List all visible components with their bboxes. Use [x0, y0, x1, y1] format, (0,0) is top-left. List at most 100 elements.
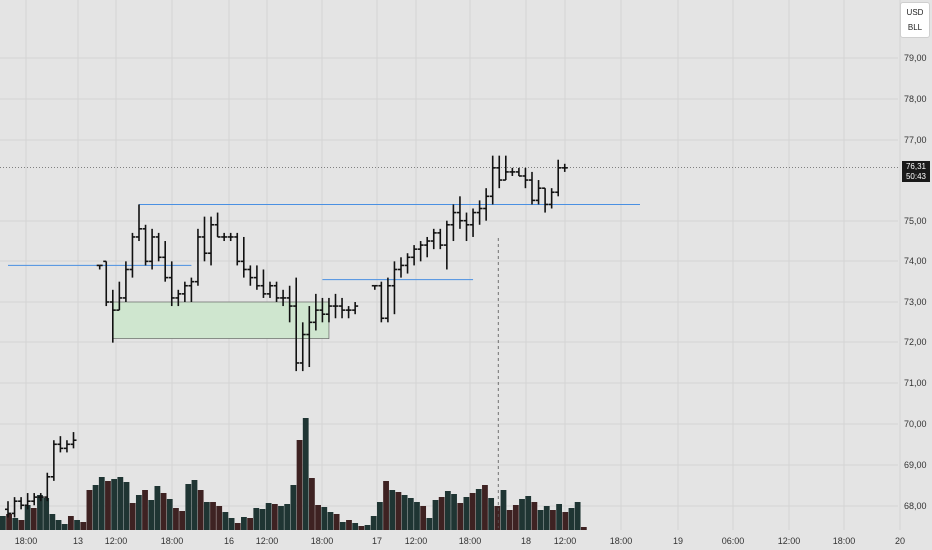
x-axis-tick-label: 16 [224, 536, 234, 546]
ohlc-bar [502, 155, 509, 181]
ohlc-bar [70, 432, 77, 449]
volume-bar [191, 480, 198, 530]
volume-bar [525, 496, 532, 530]
ohlc-bar [352, 302, 359, 315]
volume-bar [475, 489, 482, 530]
volume-bar [407, 498, 414, 530]
ohlc-bar [267, 281, 273, 298]
volume-bar [12, 518, 19, 530]
ohlc-bar [345, 306, 352, 319]
volume-bar [247, 518, 253, 530]
ohlc-bar [5, 501, 11, 518]
ohlc-bar [378, 281, 385, 323]
volume-bar [55, 520, 62, 530]
volume-bar [67, 516, 74, 530]
x-axis-tick-label: 12:00 [405, 536, 428, 546]
ohlc-bar [509, 167, 516, 176]
ohlc-bar [548, 188, 555, 209]
volume-bar [389, 490, 396, 530]
volume-bar [451, 494, 457, 530]
ohlc-bar [31, 493, 38, 506]
volume-bar [173, 508, 179, 530]
x-axis-tick-label: 18:00 [610, 536, 633, 546]
volume-bar [228, 518, 235, 530]
ohlc-bar [456, 196, 463, 229]
volume-bar [197, 490, 204, 530]
volume-bar [556, 504, 562, 530]
ohlc-bar [339, 297, 346, 319]
ohlc-bar [253, 265, 260, 290]
y-axis-tick-label: 78,00 [904, 94, 927, 104]
ohlc-bar [129, 232, 136, 278]
volume-bar [506, 510, 513, 530]
ohlc-bar [325, 297, 332, 323]
ohlc-bar [384, 277, 391, 323]
ohlc-bar [443, 220, 450, 270]
volume-bar [278, 506, 284, 530]
volume-bar [0, 516, 6, 530]
volume-bar [290, 485, 297, 530]
x-axis-tick-label: 20 [895, 536, 905, 546]
ohlc-bar [234, 232, 241, 266]
volume-bar [154, 486, 161, 530]
x-axis-tick-label: 12:00 [256, 536, 279, 546]
volume-bar [512, 505, 519, 530]
volume-bar [210, 502, 216, 530]
ohlc-bar [24, 493, 31, 510]
volume-bar [179, 511, 186, 530]
volume-bar [129, 503, 136, 530]
x-axis-tick-label: 12:00 [554, 536, 577, 546]
volume-bar [86, 490, 93, 530]
ohlc-bar [240, 236, 247, 278]
ohlc-bar [332, 293, 339, 319]
ohlc-bar [542, 187, 549, 213]
ohlc-bar [247, 265, 254, 286]
volume-bar [111, 479, 118, 530]
volume-bar [315, 505, 321, 530]
ohlc-bar [483, 188, 490, 221]
volume-bar [568, 508, 575, 530]
ohlc-bar [96, 264, 103, 270]
volume-bar [37, 495, 43, 530]
volume-bar [414, 502, 420, 530]
volume-bar [537, 510, 544, 530]
volume-bar [500, 490, 507, 530]
currency-label: USD [906, 8, 924, 17]
volume-bar [135, 495, 142, 530]
volume-bar [234, 523, 241, 530]
ohlc-bar [561, 163, 568, 172]
ohlc-bar [168, 261, 175, 307]
ohlc-bar [175, 289, 182, 307]
ohlc-bar [208, 216, 215, 266]
x-axis-tick-label: 12:00 [778, 536, 801, 546]
volume-bar [98, 477, 105, 530]
ohlc-bar [50, 440, 57, 481]
ohlc-bar [437, 228, 444, 250]
volume-bar [339, 522, 346, 530]
volume-bar [30, 508, 37, 530]
volume-bar [222, 512, 229, 530]
volume-bar [265, 503, 272, 530]
volume-bar [346, 520, 352, 530]
volume-bar [24, 505, 31, 530]
volume-bar [401, 495, 408, 530]
x-axis-tick-label: 06:00 [722, 536, 745, 546]
volume-bar [327, 512, 334, 530]
ohlc-bar [122, 261, 129, 302]
ohlc-bar [142, 224, 149, 266]
volume-bar [438, 497, 445, 530]
currency-unit-selector[interactable]: USD BLL [900, 2, 930, 38]
volume-bar [469, 493, 476, 530]
volume-bar [376, 502, 383, 530]
volume-bar [92, 485, 99, 530]
ohlc-bar [116, 281, 123, 311]
x-axis-tick-label: 18:00 [833, 536, 856, 546]
ohlc-bar [286, 285, 293, 323]
volume-bar [562, 512, 569, 530]
volume-bar [296, 440, 303, 530]
volume-bar [364, 525, 371, 530]
x-axis-tick-label: 12:00 [105, 536, 128, 546]
y-axis-tick-label: 68,00 [904, 501, 927, 511]
x-axis-tick-label: 18 [521, 536, 531, 546]
